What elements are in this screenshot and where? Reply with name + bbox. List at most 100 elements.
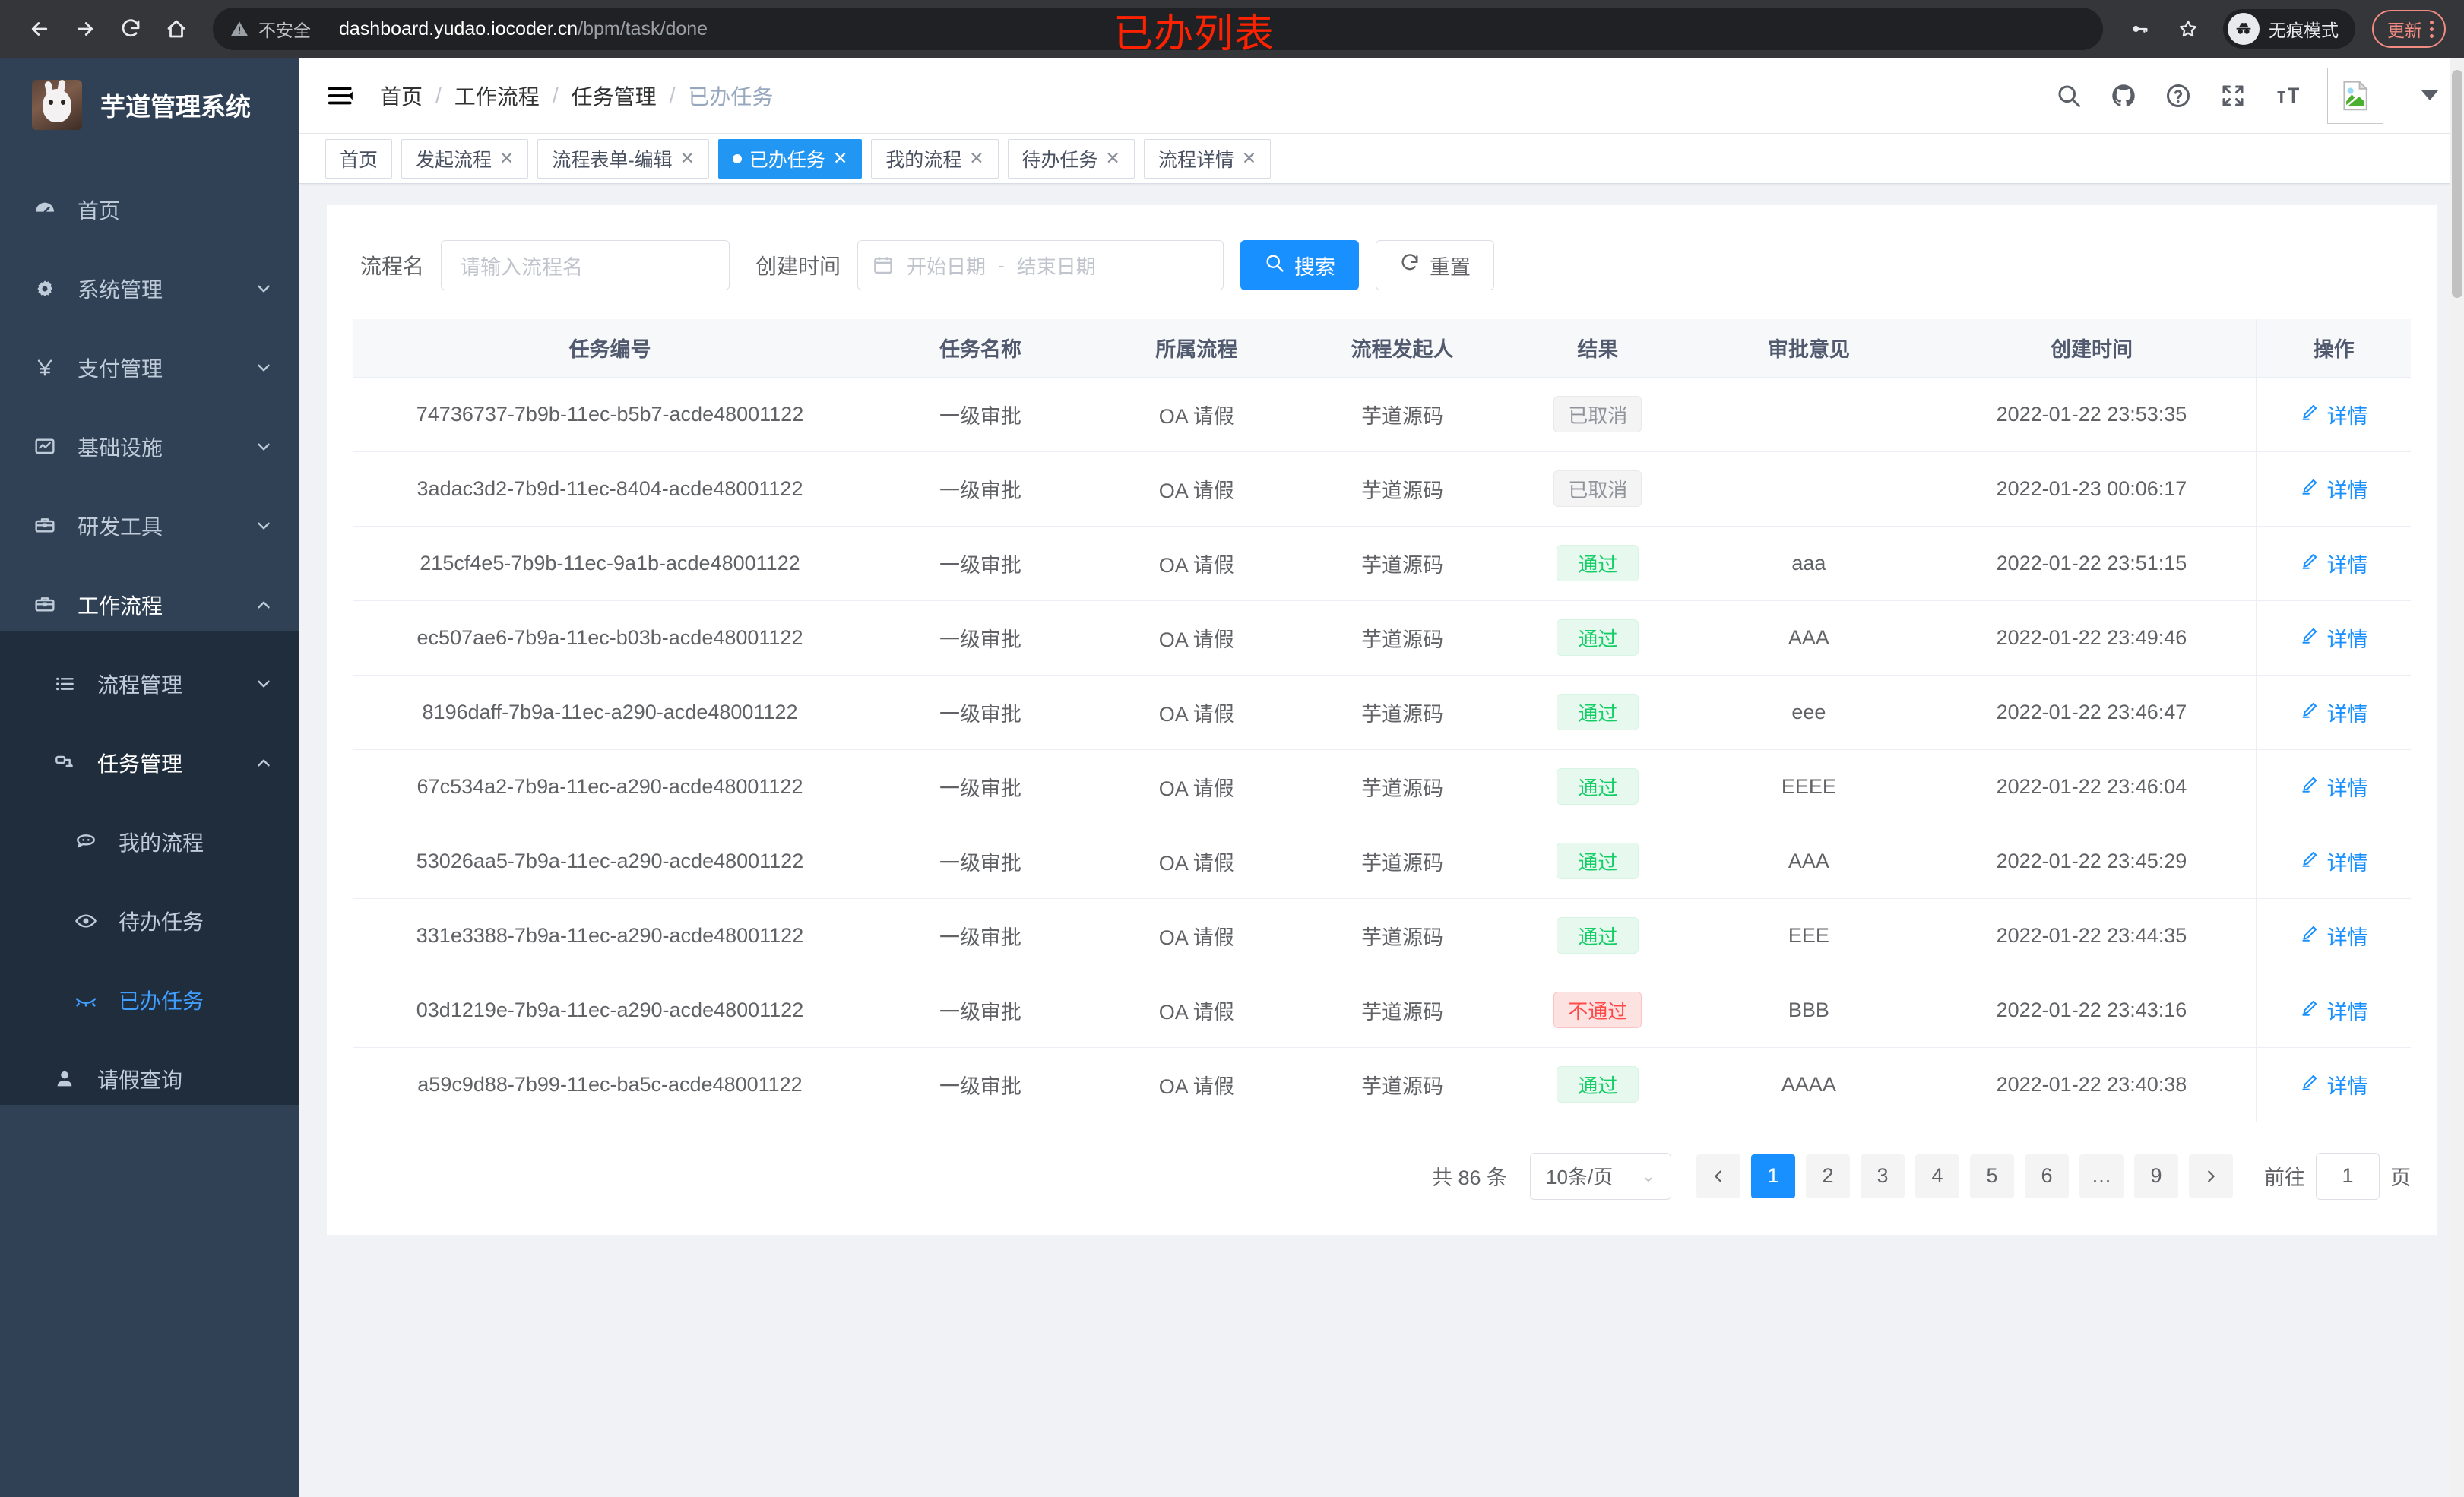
page-scrollbar-thumb[interactable] <box>2452 70 2462 298</box>
close-icon[interactable]: ✕ <box>679 148 695 168</box>
reload-icon[interactable] <box>109 8 152 50</box>
address-bar[interactable]: 不安全 dashboard.yudao.iocoder.cn/bpm/task/… <box>213 8 2103 50</box>
detail-link-label: 详情 <box>2326 851 2368 875</box>
search-button[interactable]: 搜索 <box>1240 240 1360 290</box>
detail-link[interactable]: 详情 <box>2300 772 2368 802</box>
active-dot-icon <box>732 153 742 163</box>
sidebar-item-home[interactable]: 首页 <box>0 184 299 236</box>
detail-link[interactable]: 详情 <box>2300 921 2368 951</box>
question-circle-icon[interactable] <box>2163 81 2193 111</box>
cell-result: 通过 <box>1505 675 1691 750</box>
table-row[interactable]: a59c9d88-7b99-11ec-ba5c-acde48001122 一级审批… <box>353 1047 2411 1122</box>
home-icon[interactable] <box>155 8 198 50</box>
pagination-page-6[interactable]: 6 <box>2025 1154 2069 1198</box>
cell-task-name: 一级审批 <box>867 526 1094 601</box>
tab-home[interactable]: 首页 <box>325 138 393 179</box>
table-row[interactable]: 53026aa5-7b9a-11ec-a290-acde48001122 一级审批… <box>353 824 2411 899</box>
pagination-next[interactable] <box>2189 1154 2233 1198</box>
tabs-bar: 首页 发起流程 ✕ 流程表单-编辑 ✕ 已办任务 ✕ 我的流程 ✕ 待办任务 ✕ <box>299 134 2464 184</box>
table-row[interactable]: ec507ae6-7b9a-11ec-b03b-acde48001122 一级审批… <box>353 600 2411 676</box>
close-icon[interactable]: ✕ <box>969 148 984 168</box>
star-icon[interactable] <box>2167 8 2209 50</box>
cell-result: 通过 <box>1505 898 1691 973</box>
pagination-page-5[interactable]: 5 <box>1970 1154 2014 1198</box>
brand[interactable]: 芋道管理系统 <box>0 58 299 152</box>
close-icon[interactable]: ✕ <box>499 148 515 168</box>
fullscreen-icon[interactable] <box>2218 81 2248 111</box>
sidebar-item-my-process[interactable]: 我的流程 <box>0 816 299 868</box>
table-row[interactable]: 03d1219e-7b9a-11ec-a290-acde48001122 一级审批… <box>353 973 2411 1048</box>
breadcrumb-item-0[interactable]: 首页 <box>380 84 423 109</box>
page-scrollbar-track[interactable] <box>2450 58 2464 1497</box>
incognito-indicator[interactable]: 无痕模式 <box>2223 9 2355 49</box>
update-button[interactable]: 更新 <box>2372 10 2446 48</box>
sidebar-item-task-management[interactable]: 任务管理 <box>0 737 299 789</box>
col-operation: 操作 <box>2256 319 2411 378</box>
table-row[interactable]: 74736737-7b9b-11ec-b5b7-acde48001122 一级审批… <box>353 377 2411 452</box>
close-icon[interactable]: ✕ <box>1105 148 1120 168</box>
tab-process-form-edit[interactable]: 流程表单-编辑 ✕ <box>537 138 709 179</box>
tab-process-detail[interactable]: 流程详情 ✕ <box>1143 138 1272 179</box>
back-arrow-icon[interactable] <box>18 8 61 50</box>
sidebar-item-payment[interactable]: 支付管理 <box>0 342 299 394</box>
col-created: 创建时间 <box>1927 319 2257 378</box>
sidebar-item-workflow[interactable]: 工作流程 <box>0 579 299 631</box>
kebab-menu-icon[interactable] <box>2430 20 2434 38</box>
tab-done-task[interactable]: 已办任务 ✕ <box>717 138 863 179</box>
create-time-daterange[interactable]: 开始日期 - 结束日期 <box>857 240 1224 290</box>
cell-created: 2022-01-22 23:51:15 <box>1927 526 2257 601</box>
sidebar-item-todo-task[interactable]: 待办任务 <box>0 895 299 947</box>
forward-arrow-icon[interactable] <box>64 8 106 50</box>
detail-link[interactable]: 详情 <box>2300 995 2368 1025</box>
detail-link[interactable]: 详情 <box>2300 474 2368 504</box>
sidebar-item-done-task[interactable]: 已办任务 <box>0 974 299 1026</box>
pagination-page-9[interactable]: 9 <box>2134 1154 2178 1198</box>
sidebar-item-infrastructure[interactable]: 基础设施 <box>0 421 299 473</box>
pagination-page-2[interactable]: 2 <box>1806 1154 1850 1198</box>
tab-start-process[interactable]: 发起流程 ✕ <box>401 138 529 179</box>
pagination: 共 86 条 10条/页 ⌄ 1 2 3 4 5 6 … 9 <box>353 1122 2411 1235</box>
tab-my-process[interactable]: 我的流程 ✕ <box>871 138 999 179</box>
sidebar-item-leave-query[interactable]: 请假查询 <box>0 1053 299 1105</box>
sidebar-item-system[interactable]: 系统管理 <box>0 263 299 315</box>
table-row[interactable]: 331e3388-7b9a-11ec-a290-acde48001122 一级审批… <box>353 898 2411 973</box>
breadcrumb-item-2[interactable]: 任务管理 <box>571 84 657 109</box>
detail-link[interactable]: 详情 <box>2300 549 2368 578</box>
pagination-prev[interactable] <box>1696 1154 1740 1198</box>
process-name-input[interactable]: 请输入流程名 <box>441 240 730 290</box>
close-icon[interactable]: ✕ <box>1241 148 1257 168</box>
reset-button[interactable]: 重置 <box>1376 240 1495 290</box>
cell-task-name: 一级审批 <box>867 749 1094 824</box>
detail-link[interactable]: 详情 <box>2300 400 2368 429</box>
pagination-page-3[interactable]: 3 <box>1861 1154 1905 1198</box>
font-size-icon[interactable] <box>2272 81 2303 111</box>
key-icon[interactable] <box>2118 8 2161 50</box>
pagination-ellipsis[interactable]: … <box>2079 1154 2124 1198</box>
sidebar-item-devtools[interactable]: 研发工具 <box>0 500 299 552</box>
pagination-goto-label: 前往 <box>2264 1166 2305 1189</box>
pagination-page-4[interactable]: 4 <box>1915 1154 1959 1198</box>
detail-link[interactable]: 详情 <box>2300 623 2368 653</box>
page-size-select[interactable]: 10条/页 ⌄ <box>1530 1152 1671 1200</box>
pagination-page-1[interactable]: 1 <box>1751 1154 1795 1198</box>
pagination-goto-input[interactable]: 1 <box>2316 1152 2380 1200</box>
avatar[interactable] <box>2327 67 2383 124</box>
tab-todo-task[interactable]: 待办任务 ✕ <box>1007 138 1135 179</box>
breadcrumb-item-1[interactable]: 工作流程 <box>454 84 540 109</box>
cell-result: 不通过 <box>1505 973 1691 1048</box>
search-button-label: 搜索 <box>1294 255 1336 279</box>
github-icon[interactable] <box>2108 81 2139 111</box>
close-icon[interactable]: ✕ <box>832 148 848 168</box>
detail-link-label: 详情 <box>2326 1074 2368 1098</box>
hamburger-icon[interactable] <box>324 79 357 112</box>
detail-link[interactable]: 详情 <box>2300 698 2368 727</box>
caret-down-icon[interactable] <box>2421 90 2438 100</box>
search-icon[interactable] <box>2054 81 2084 111</box>
detail-link[interactable]: 详情 <box>2300 1070 2368 1100</box>
table-row[interactable]: 8196daff-7b9a-11ec-a290-acde48001122 一级审批… <box>353 675 2411 750</box>
sidebar-item-process-management[interactable]: 流程管理 <box>0 658 299 710</box>
detail-link[interactable]: 详情 <box>2300 847 2368 876</box>
table-row[interactable]: 67c534a2-7b9a-11ec-a290-acde48001122 一级审批… <box>353 749 2411 824</box>
table-row[interactable]: 3adac3d2-7b9d-11ec-8404-acde48001122 一级审批… <box>353 451 2411 527</box>
table-row[interactable]: 215cf4e5-7b9b-11ec-9a1b-acde48001122 一级审批… <box>353 526 2411 601</box>
